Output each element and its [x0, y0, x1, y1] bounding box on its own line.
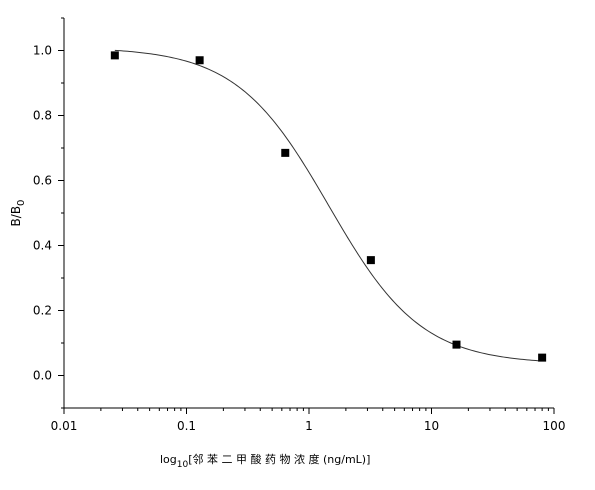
y-tick-label: 1.0 [33, 44, 52, 58]
y-tick-label: 0.6 [33, 174, 52, 188]
fit-curve-layer [114, 49, 543, 362]
x-axis-label: log10[邻 苯 二 甲 酸 药 物 浓 度 (ng/mL)] [160, 452, 370, 470]
x-tick-label: 1 [305, 419, 313, 433]
data-point-marker [195, 56, 204, 65]
y-tick-label: 0.2 [33, 304, 52, 318]
axes [58, 17, 555, 414]
x-axis-label-prefix: log [160, 453, 177, 466]
data-point-marker [281, 148, 290, 157]
x-tick-label: 0.01 [51, 419, 78, 433]
x-tick-label: 0.1 [177, 419, 196, 433]
y-axis-label-sub: 0 [16, 200, 27, 206]
y-tick-label: 0.8 [33, 109, 52, 123]
data-point-marker [538, 353, 547, 362]
data-points-layer [110, 51, 547, 362]
y-axis-label-main: B/B [9, 206, 23, 227]
data-point-marker [110, 51, 119, 60]
axis-labels-layer: 0.01 0.1 1 10 1000.00.20.40.60.81.0B/B0log10… [9, 44, 565, 471]
y-axis-label: B/B0 [9, 200, 27, 227]
data-point-marker [452, 340, 461, 349]
x-axis-label-rest: [邻 苯 二 甲 酸 药 物 浓 度 (ng/mL)] [188, 452, 370, 466]
y-tick-label: 0.0 [33, 369, 52, 383]
data-point-marker [366, 256, 375, 265]
x-tick-label: 100 [543, 419, 566, 433]
y-tick-label: 0.4 [33, 239, 52, 253]
x-axis-label-sub: 10 [177, 460, 189, 470]
fit-curve-line [114, 49, 543, 362]
x-tick-label: 10 [424, 419, 439, 433]
